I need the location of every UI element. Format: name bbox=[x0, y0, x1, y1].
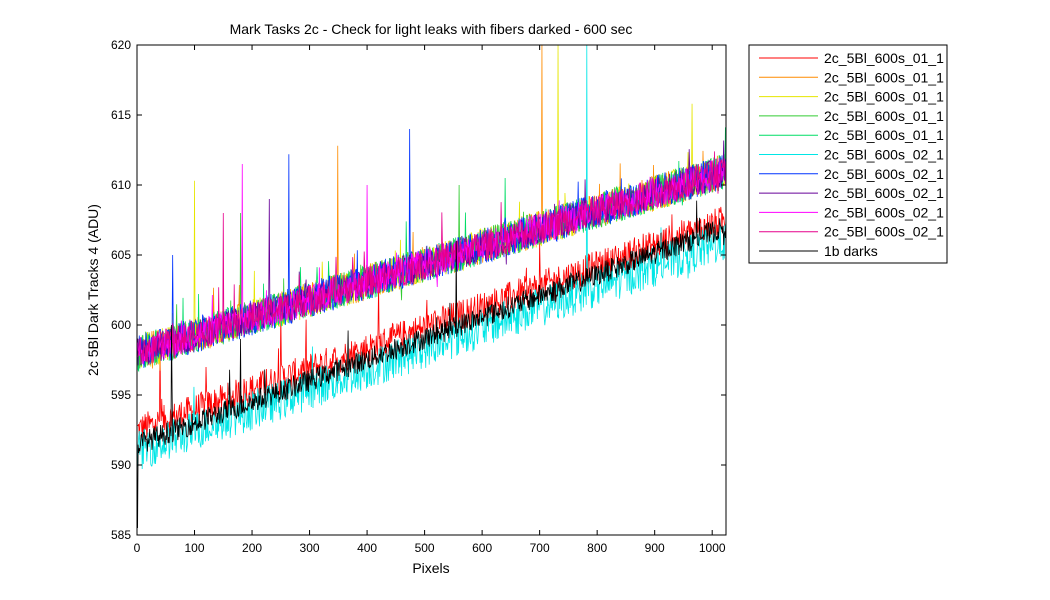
x-tick-label: 600 bbox=[472, 541, 492, 555]
series-layer bbox=[137, 45, 726, 529]
y-tick-label: 585 bbox=[111, 528, 131, 542]
x-tick-label: 900 bbox=[645, 541, 665, 555]
legend-label: 2c_5Bl_600s_02_1 bbox=[824, 166, 944, 182]
series-line bbox=[137, 200, 726, 529]
plot-background bbox=[137, 45, 726, 535]
x-tick-label: 200 bbox=[242, 541, 262, 555]
legend-label: 2c_5Bl_600s_01_1 bbox=[824, 127, 944, 143]
legend: 2c_5Bl_600s_01_1 2c_5Bl_600s_01_1 2c_5Bl_6… bbox=[748, 44, 948, 264]
x-tick-label: 700 bbox=[530, 541, 550, 555]
x-tick-label: 100 bbox=[185, 541, 205, 555]
y-tick-label: 595 bbox=[111, 388, 131, 402]
x-tick-label: 0 bbox=[134, 541, 141, 555]
series-line bbox=[137, 206, 726, 441]
y-axis-label: 2c 5Bl Dark Tracks 4 (ADU) bbox=[85, 204, 101, 376]
series-line bbox=[137, 151, 726, 364]
x-tick-label: 400 bbox=[357, 541, 377, 555]
y-tick-label: 605 bbox=[111, 248, 131, 262]
legend-label: 2c_5Bl_600s_01_1 bbox=[824, 108, 944, 124]
legend-label: 2c_5Bl_600s_02_1 bbox=[824, 224, 944, 240]
y-tick-label: 600 bbox=[111, 318, 131, 332]
x-tick-label: 1000 bbox=[699, 541, 726, 555]
legend-label: 2c_5Bl_600s_02_1 bbox=[824, 185, 944, 201]
chart-title: Mark Tasks 2c - Check for light leaks wi… bbox=[230, 21, 633, 37]
legend-label: 2c_5Bl_600s_01_1 bbox=[824, 50, 944, 66]
y-tick-label: 590 bbox=[111, 458, 131, 472]
legend-label: 2c_5Bl_600s_02_1 bbox=[824, 204, 944, 220]
series-line bbox=[137, 45, 726, 469]
plot-area bbox=[136, 44, 727, 536]
y-tick-label: 610 bbox=[111, 178, 131, 192]
x-axis: 0 100 200 300 400 500 600 700 800 900 1000 bbox=[134, 45, 726, 555]
x-tick-label: 300 bbox=[300, 541, 320, 555]
y-tick-label: 620 bbox=[111, 38, 131, 52]
x-axis-label: Pixels bbox=[412, 560, 449, 576]
x-tick-label: 500 bbox=[415, 541, 435, 555]
x-tick-label: 800 bbox=[587, 541, 607, 555]
y-axis: 585 590 595 600 605 610 615 620 bbox=[111, 38, 726, 542]
legend-label: 2c_5Bl_600s_01_1 bbox=[824, 69, 944, 85]
y-tick-label: 615 bbox=[111, 108, 131, 122]
legend-label: 1b darks bbox=[824, 243, 878, 259]
plot-frame bbox=[136, 44, 727, 536]
legend-label: 2c_5Bl_600s_01_1 bbox=[824, 89, 944, 105]
legend-label: 2c_5Bl_600s_02_1 bbox=[824, 147, 944, 163]
